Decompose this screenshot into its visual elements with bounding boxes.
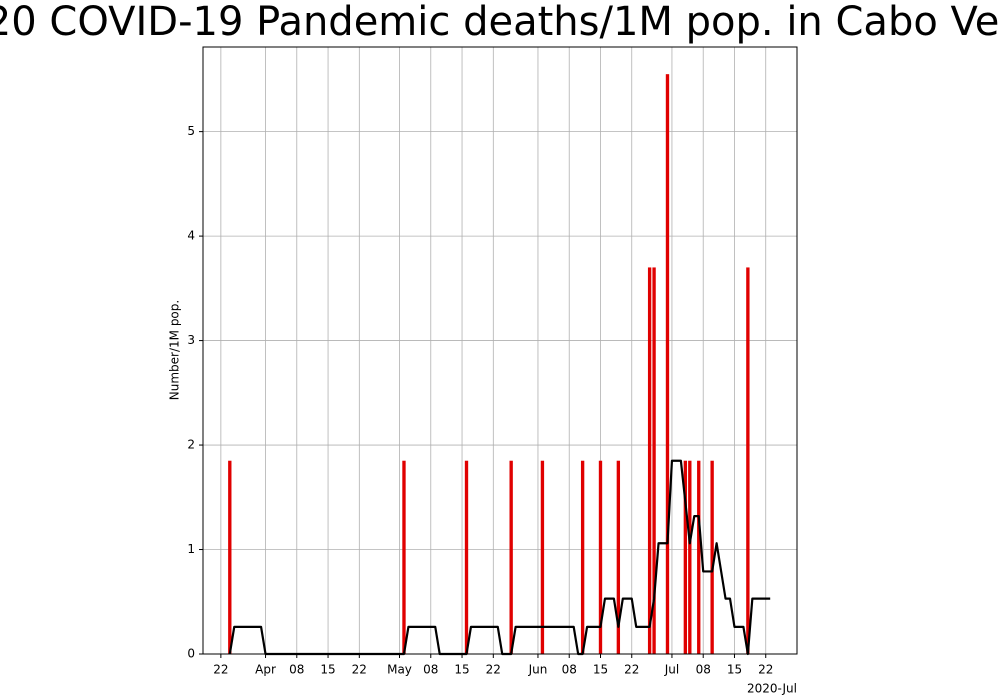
x-tick-label: 22 xyxy=(758,663,773,677)
x-tick-label: 08 xyxy=(423,663,438,677)
bar xyxy=(464,460,469,654)
x-tick-label: 22 xyxy=(486,663,501,677)
bar xyxy=(665,74,670,654)
grid xyxy=(203,47,797,655)
marks xyxy=(228,74,771,656)
x-tick-label: 22 xyxy=(624,663,639,677)
x-tick-label: 22 xyxy=(213,663,228,677)
plot-frame xyxy=(202,46,798,655)
x-tick-label: 08 xyxy=(562,663,577,677)
x-tick-label: 15 xyxy=(727,663,742,677)
x-tick-label: Jul xyxy=(664,663,679,677)
x-tick-label: 15 xyxy=(454,663,469,677)
bar xyxy=(580,460,585,654)
y-tick-label: 1 xyxy=(187,542,195,556)
x-tick-label: 22 xyxy=(352,663,367,677)
bar xyxy=(652,267,656,654)
bar xyxy=(697,460,701,654)
y-tick-label: 5 xyxy=(187,124,195,138)
bar xyxy=(598,460,603,654)
x-tick-label: Jun xyxy=(528,663,548,677)
bar xyxy=(228,460,232,654)
x-tick-label: 15 xyxy=(593,663,608,677)
x-tick-label: 08 xyxy=(289,663,304,677)
bar xyxy=(688,460,692,654)
y-tick-label: 3 xyxy=(187,333,195,347)
y-tick-label: 0 xyxy=(187,647,195,661)
x-tick-label: Apr xyxy=(255,663,276,677)
bar xyxy=(616,460,621,654)
bar xyxy=(746,267,750,654)
bar xyxy=(509,460,513,654)
bar xyxy=(647,267,652,654)
x-tick-label: 08 xyxy=(696,663,711,677)
y-tick-label: 4 xyxy=(187,229,195,243)
y-axis-label: Number/1M pop. xyxy=(168,300,182,400)
x-offset-label: 2020-Jul xyxy=(747,682,797,696)
x-tick-label: May xyxy=(387,663,412,677)
bar xyxy=(540,460,545,654)
chart-title: 2020 COVID-19 Pandemic deaths/1M pop. in… xyxy=(0,0,1000,45)
bar xyxy=(683,460,688,654)
bar xyxy=(710,460,714,654)
y-tick-label: 2 xyxy=(187,438,195,452)
x-tick-label: 15 xyxy=(320,663,335,677)
bar xyxy=(402,460,406,654)
